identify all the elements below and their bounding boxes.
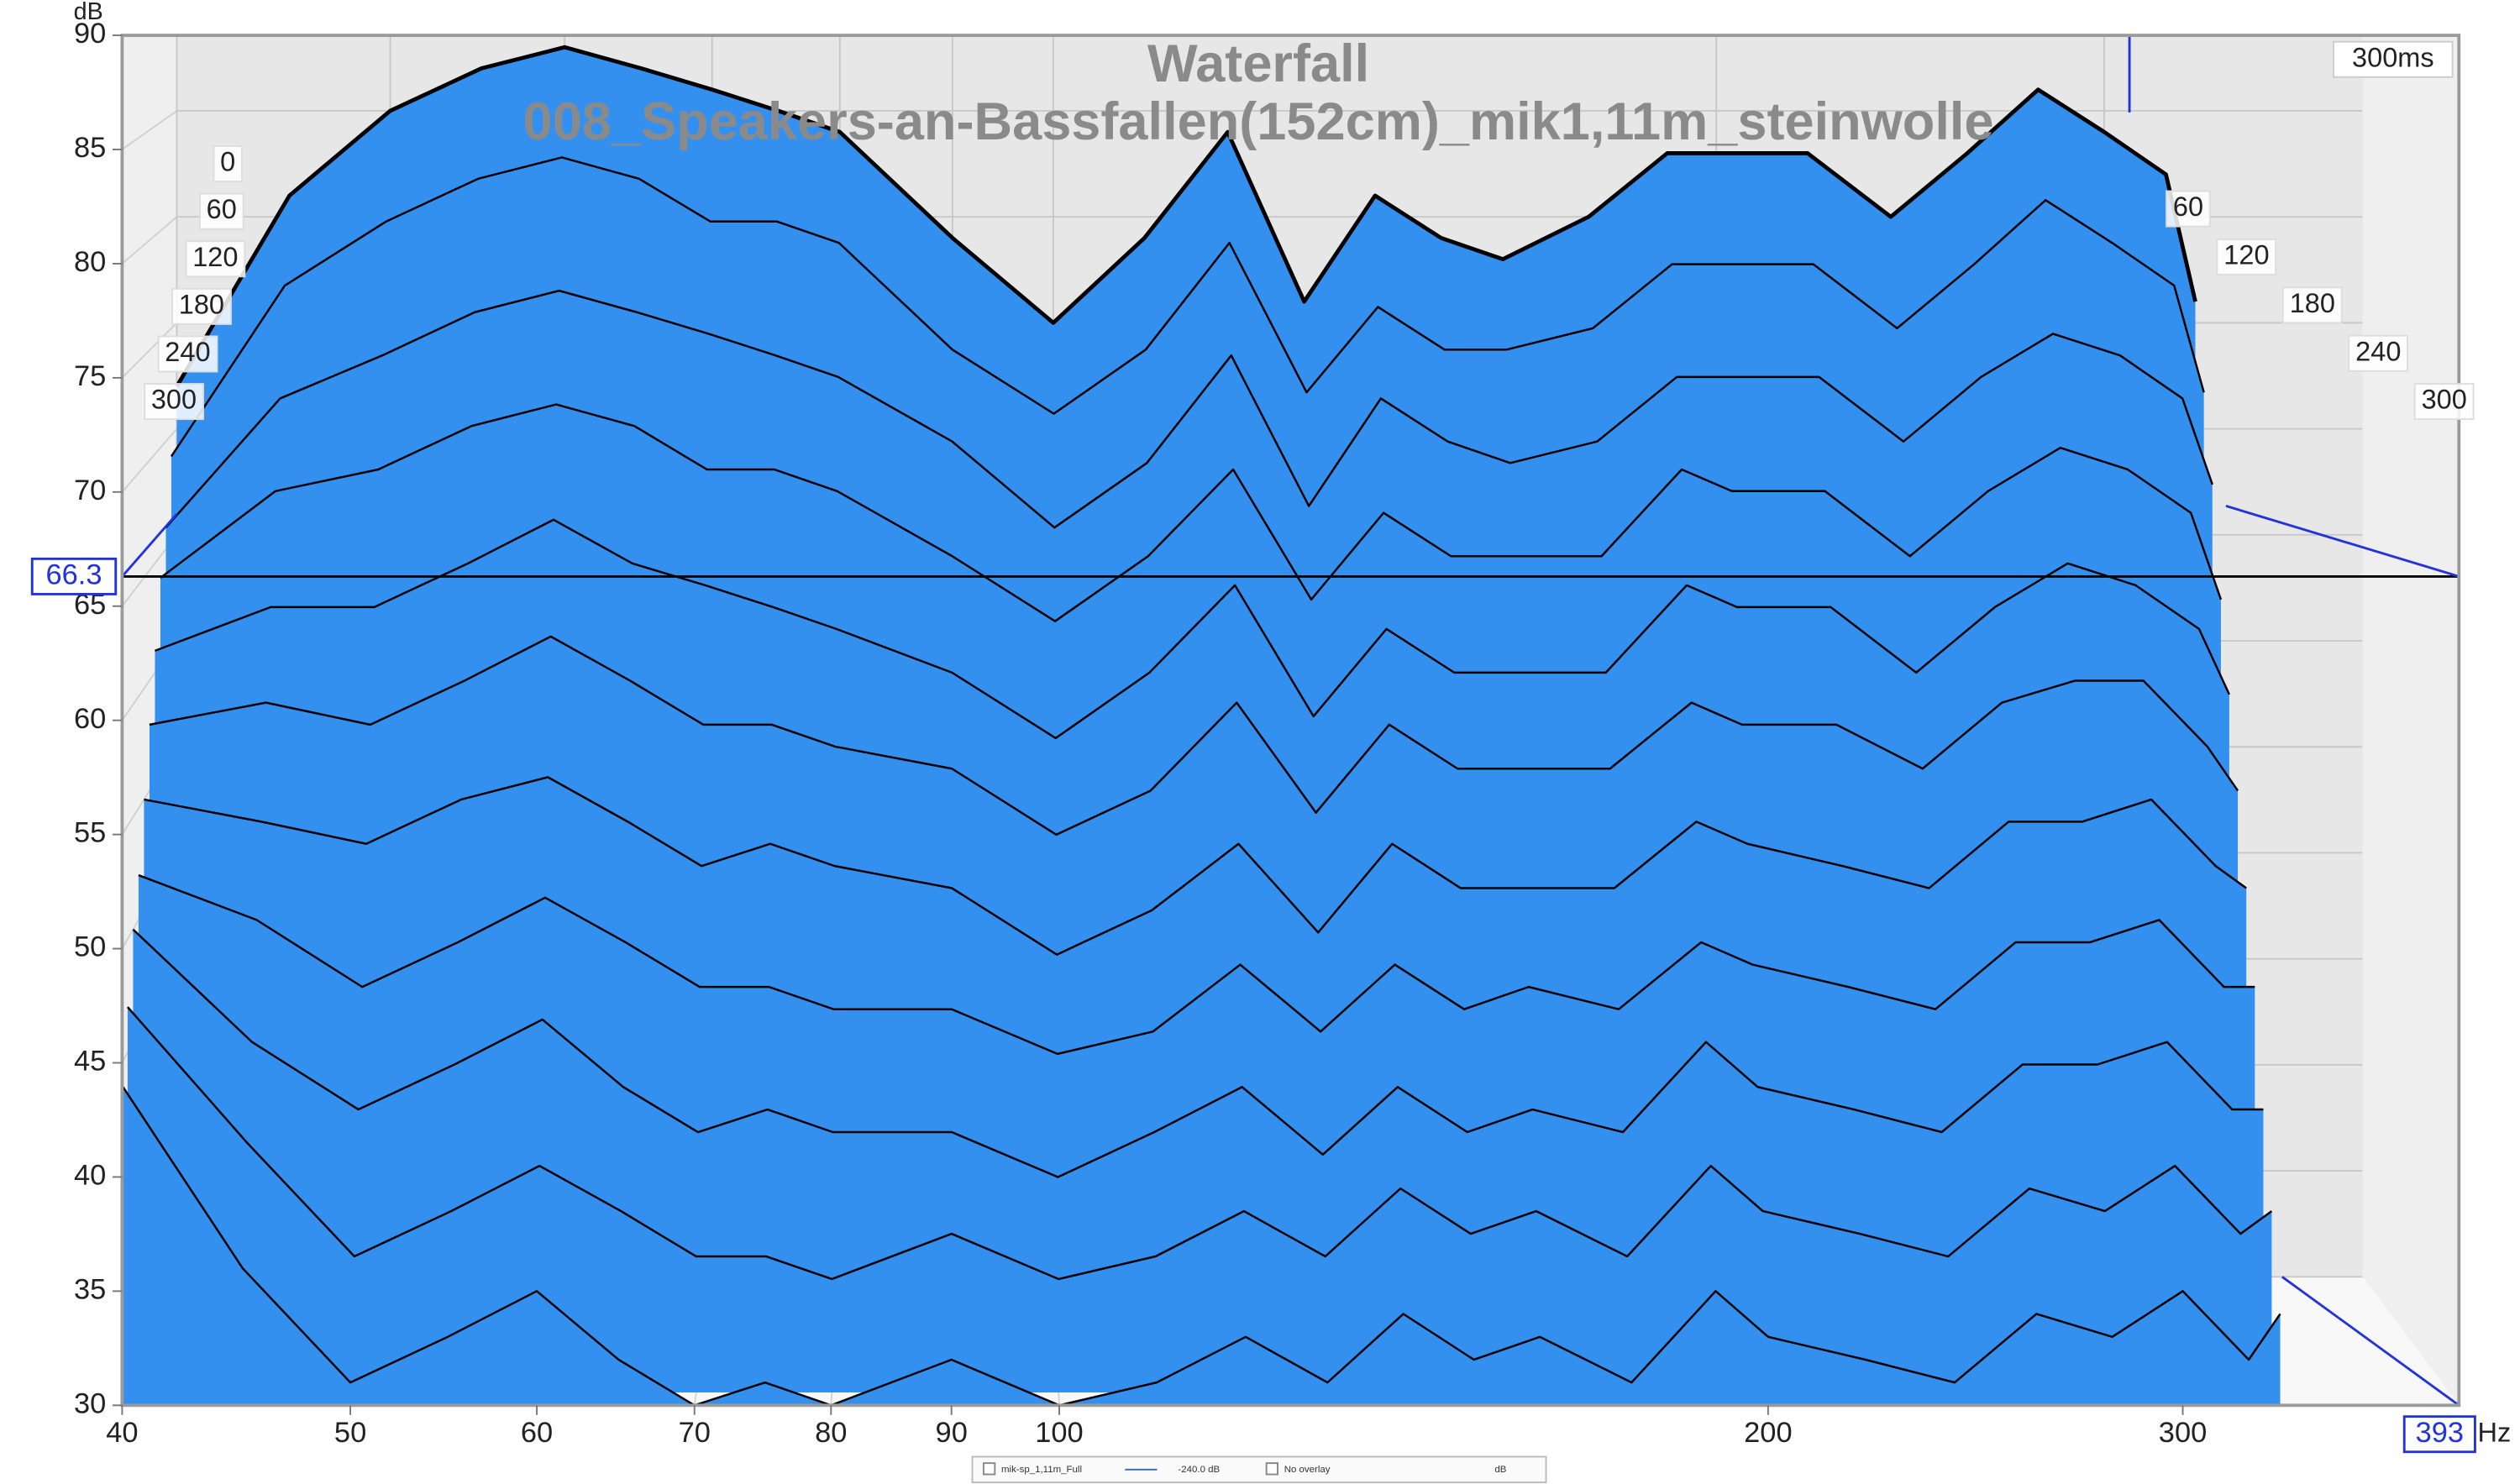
y-tick-label: 85 xyxy=(74,132,106,164)
slice-line xyxy=(170,156,2205,458)
slice-line xyxy=(175,45,2197,388)
slice-line xyxy=(149,635,2239,836)
x-tick-label: 70 xyxy=(679,1417,711,1449)
x-tick-label: 40 xyxy=(106,1417,138,1449)
checkbox[interactable] xyxy=(982,1462,996,1476)
cursor-y-box xyxy=(30,557,118,595)
z-end-label: 300ms xyxy=(2352,42,2434,72)
x-tick-label: 300 xyxy=(2159,1417,2207,1449)
footer-text: -240.0 dB xyxy=(1178,1465,1220,1475)
z-tick-box xyxy=(2281,286,2343,324)
slice-line xyxy=(126,1006,2273,1281)
z-tick-label: 120 xyxy=(192,242,238,272)
y-tick-label: 35 xyxy=(74,1273,106,1305)
plot-area xyxy=(122,35,2460,1406)
cursor-line xyxy=(2225,505,2460,578)
z-tick-box xyxy=(2413,383,2475,421)
footer-text: mik-sp_1,11m_Full xyxy=(1001,1465,1082,1475)
z-tick-label: 300 xyxy=(151,385,197,415)
z-tick-box xyxy=(2166,190,2211,228)
x-tick-label: 200 xyxy=(1744,1417,1792,1449)
slice-line xyxy=(165,289,2213,529)
x-tick-label: 80 xyxy=(815,1417,847,1449)
z-tick-box xyxy=(2348,334,2409,372)
z-tick-label: 300 xyxy=(2422,385,2467,415)
chart-title: Waterfall xyxy=(1147,34,1369,93)
y-tick-label: 55 xyxy=(74,817,106,849)
z-tick-label: 120 xyxy=(2223,240,2269,270)
z-tick-label: 60 xyxy=(207,194,237,224)
slice-line xyxy=(138,873,2255,1056)
cursor xyxy=(122,35,2460,1406)
z-tick-label: 0 xyxy=(220,147,235,177)
footer-text: No overlay xyxy=(1284,1465,1331,1475)
z-tick-box xyxy=(2216,238,2277,275)
x-tick-label: 60 xyxy=(521,1417,553,1449)
cursor-line xyxy=(2281,1276,2460,1406)
z-tick-box xyxy=(171,287,232,325)
y-tick-label: 60 xyxy=(74,703,106,735)
z-tick-label: 240 xyxy=(165,337,210,367)
grid-line xyxy=(122,427,178,493)
slice-line xyxy=(154,518,2231,740)
y-tick-label: 90 xyxy=(74,18,106,50)
slice-line xyxy=(144,776,2247,956)
footer-bar: mik-sp_1,11m_Full -240.0 dB No overlay d… xyxy=(971,1455,1547,1484)
y-tick-label: 80 xyxy=(74,246,106,278)
cursor-x-label: 393 xyxy=(2416,1417,2464,1449)
z-tick-box xyxy=(157,335,218,373)
cursor-line xyxy=(122,513,178,578)
y-tick-label: 30 xyxy=(74,1387,106,1419)
grid-line xyxy=(122,110,178,150)
right-wall xyxy=(2362,35,2460,1406)
z-tick-label: 180 xyxy=(179,289,224,319)
z-tick-label: 240 xyxy=(2355,336,2401,366)
chart-subtitle: 008_Speakers-an-Bassfallen(152cm)_mik1,1… xyxy=(523,92,1994,151)
checkbox[interactable] xyxy=(1265,1462,1279,1476)
grid-line xyxy=(122,322,178,379)
footer-text: dB xyxy=(1494,1465,1506,1475)
z-tick-label: 180 xyxy=(2290,288,2335,318)
cursor-y-label: 66.3 xyxy=(46,559,102,591)
z-tick-box xyxy=(144,383,204,421)
slice-line xyxy=(122,1085,2281,1406)
z-tick-box xyxy=(213,145,243,183)
slice-area xyxy=(127,1007,2272,1392)
x-tick-label: 50 xyxy=(334,1417,366,1449)
y-tick-label: 40 xyxy=(74,1160,106,1192)
y-tick-label: 45 xyxy=(74,1046,106,1078)
y-tick-label: 50 xyxy=(74,931,106,963)
grid-line xyxy=(122,216,178,265)
slice-area xyxy=(122,1085,2281,1406)
x-tick-label: 100 xyxy=(1035,1417,1083,1449)
z-tick-box xyxy=(199,192,244,230)
cursor-x-box xyxy=(2402,1415,2476,1454)
z-end-box xyxy=(2333,40,2454,78)
x-tick-label: 90 xyxy=(936,1417,968,1449)
x-unit: Hz xyxy=(2478,1417,2512,1447)
y-unit: dB xyxy=(74,0,103,25)
z-tick-label: 60 xyxy=(2173,191,2203,222)
footer-box xyxy=(971,1455,1547,1484)
y-tick-label: 70 xyxy=(74,475,106,506)
y-tick-label: 75 xyxy=(74,360,106,392)
slice-line xyxy=(160,403,2223,622)
z-tick-box xyxy=(185,240,246,278)
slice-line xyxy=(132,928,2264,1178)
slices xyxy=(122,45,2281,1406)
